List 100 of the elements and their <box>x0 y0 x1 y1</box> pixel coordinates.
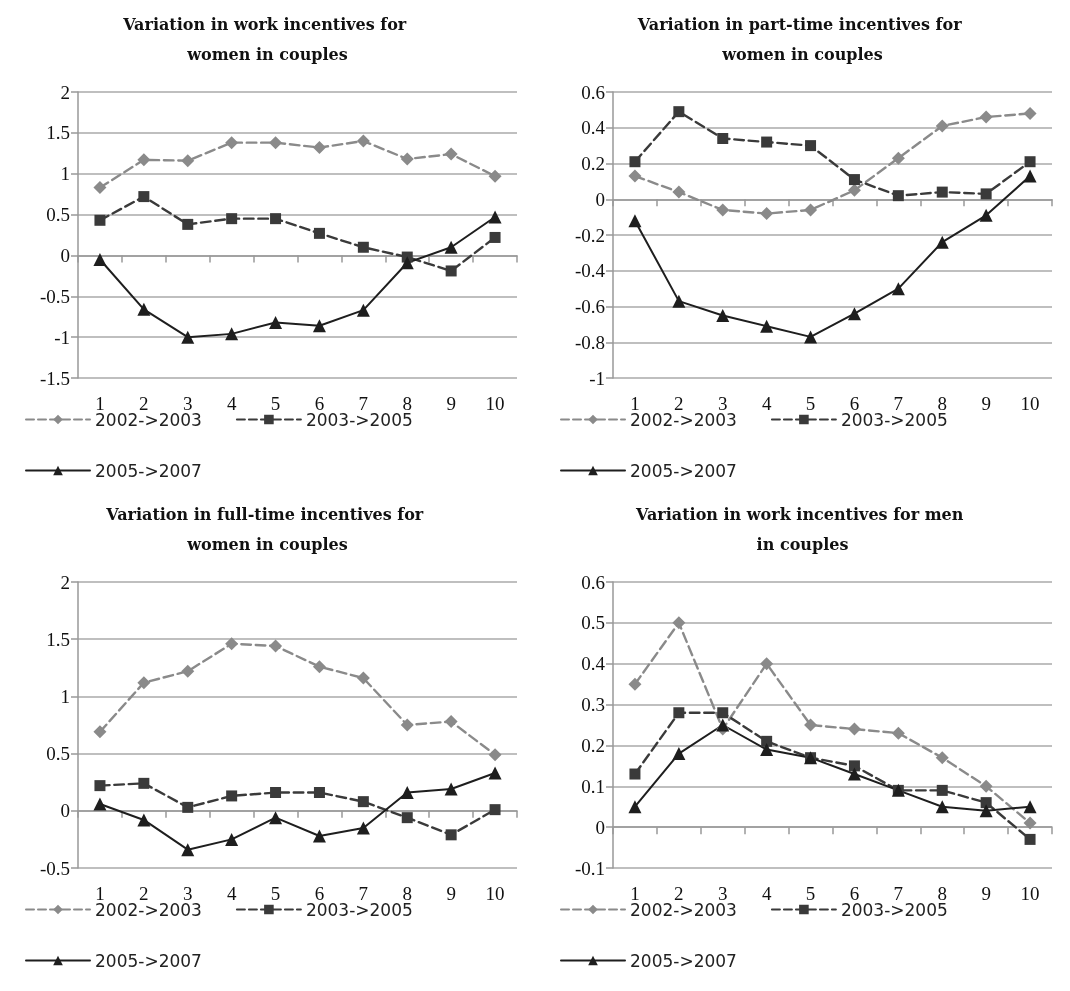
point <box>94 214 106 226</box>
y-tick-label: 2 <box>60 571 70 593</box>
point <box>716 308 730 322</box>
y-tick-label: 0.5 <box>46 743 70 765</box>
point <box>1023 816 1037 830</box>
y-tick-label: -0.5 <box>39 285 70 307</box>
point <box>891 282 905 296</box>
point <box>717 132 729 144</box>
point <box>225 637 239 651</box>
point <box>891 726 905 740</box>
point <box>716 718 730 732</box>
point <box>313 787 325 798</box>
point <box>891 151 905 165</box>
x-tick-label: 10 <box>485 883 505 904</box>
point <box>760 207 774 221</box>
point <box>629 768 641 780</box>
point <box>269 136 283 150</box>
point <box>1023 800 1037 814</box>
point <box>444 782 458 796</box>
y-tick-label: 0.4 <box>581 653 606 675</box>
y-tick-label: 0 <box>595 188 605 210</box>
point <box>761 136 773 148</box>
point <box>804 330 818 344</box>
y-tick-label: -0.4 <box>574 260 606 282</box>
point <box>760 657 774 671</box>
point <box>672 294 686 308</box>
point <box>400 152 414 166</box>
point <box>848 174 860 186</box>
y-tick-label: 1 <box>60 163 70 185</box>
point <box>672 747 686 761</box>
point <box>760 743 774 757</box>
x-tick-label: 10 <box>1020 883 1040 904</box>
y-tick-label: 0.2 <box>581 734 605 756</box>
point <box>761 735 773 747</box>
point <box>760 319 774 333</box>
chart-title: Variation in work incentives for men in couples <box>635 504 969 554</box>
point <box>312 319 326 333</box>
point <box>629 156 641 168</box>
y-tick-label: 0.5 <box>46 204 70 226</box>
point <box>226 790 238 802</box>
y-tick-label: 0.4 <box>581 117 606 139</box>
point <box>400 256 414 270</box>
y-tick-label: 2 <box>60 81 70 103</box>
x-tick-label: 10 <box>1020 393 1040 414</box>
x-tick-label: 9 <box>981 393 991 414</box>
point <box>672 185 686 199</box>
y-tick-label: 0 <box>595 816 605 838</box>
point <box>93 725 107 739</box>
point <box>313 227 325 239</box>
point <box>445 829 457 841</box>
point <box>181 330 195 344</box>
point <box>356 134 370 148</box>
y-tick-label: 0.2 <box>581 153 605 174</box>
chart-title: Variation in work incentives for women in couples <box>122 14 412 64</box>
point <box>225 136 239 150</box>
point <box>1024 833 1036 845</box>
point <box>673 106 685 118</box>
y-tick-label: -0.2 <box>574 224 605 246</box>
x-tick-label: 4 <box>761 883 772 904</box>
point <box>847 722 861 736</box>
point <box>804 203 818 217</box>
y-tick-label: -1 <box>54 326 70 348</box>
point <box>400 786 414 799</box>
point <box>1023 169 1037 183</box>
point <box>979 208 993 222</box>
point <box>138 777 150 789</box>
y-tick-label: 0.1 <box>581 775 605 797</box>
point <box>182 801 194 813</box>
point <box>269 639 283 653</box>
y-tick-label: 0.3 <box>581 694 605 716</box>
point <box>270 787 282 798</box>
x-tick-label: 4 <box>226 393 237 414</box>
chart-title: Variation in part-time incentives for women in couples <box>636 14 968 64</box>
x-tick-label: 4 <box>761 393 772 414</box>
y-tick-label: 0.5 <box>581 612 605 634</box>
point <box>137 813 151 827</box>
point <box>935 235 949 249</box>
point <box>892 190 904 202</box>
y-tick-label: 1 <box>60 685 70 707</box>
point <box>444 240 458 254</box>
point <box>444 147 458 161</box>
x-tick-label: 10 <box>485 393 505 414</box>
y-tick-label: -0.6 <box>574 296 605 317</box>
y-tick-label: -0.8 <box>574 331 605 353</box>
point <box>356 821 370 835</box>
point <box>848 760 860 772</box>
x-tick-label: 9 <box>446 393 456 414</box>
point <box>628 214 642 228</box>
x-tick-label: 5 <box>270 883 281 904</box>
point <box>488 210 502 224</box>
point <box>979 804 993 818</box>
point <box>935 119 949 133</box>
point <box>489 804 501 816</box>
x-tick-label: 9 <box>981 883 991 904</box>
point <box>94 780 106 792</box>
point <box>628 800 642 814</box>
point <box>93 797 107 811</box>
y-tick-label: 1.5 <box>46 628 70 650</box>
point <box>673 707 685 719</box>
point <box>805 140 817 152</box>
